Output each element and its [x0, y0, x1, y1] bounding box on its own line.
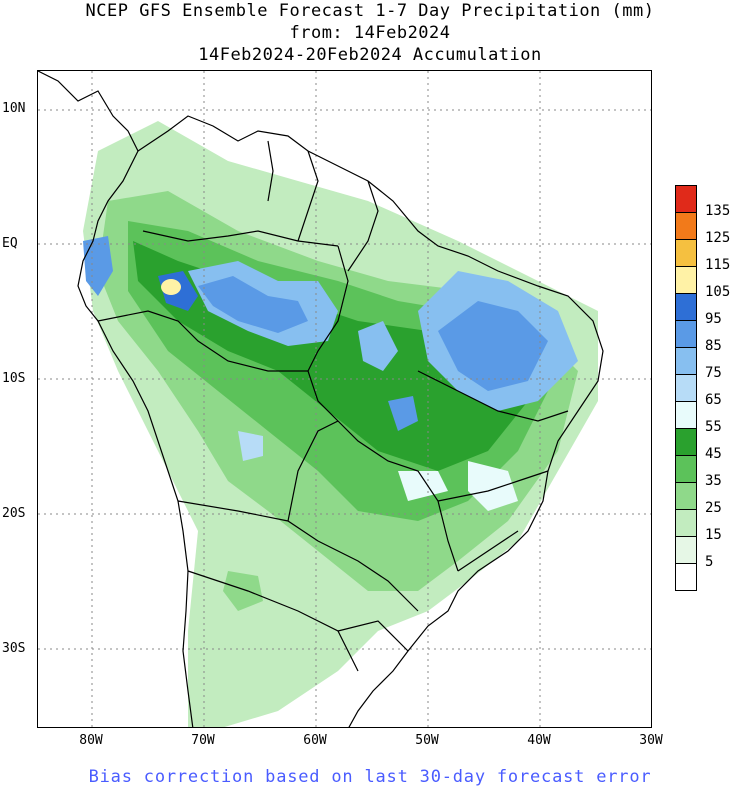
- lon-label-50w: 50W: [415, 733, 439, 748]
- legend-swatch: [675, 536, 697, 564]
- legend-swatch: [675, 563, 697, 591]
- legend-label: 5: [705, 554, 714, 570]
- legend-label: 35: [705, 473, 722, 489]
- legend-label: 105: [705, 284, 731, 300]
- lat-label-10n: 10N: [2, 101, 26, 116]
- legend-swatch: [675, 482, 697, 510]
- legend-label: 25: [705, 500, 722, 516]
- legend-swatch: [675, 374, 697, 402]
- precipitation-shading: [83, 121, 598, 727]
- legend-swatch: [675, 239, 697, 267]
- legend-label: 115: [705, 257, 731, 273]
- lon-label-40w: 40W: [527, 733, 551, 748]
- legend-swatch: [675, 428, 697, 456]
- legend-swatch: [675, 509, 697, 537]
- grid-lines: [38, 71, 651, 727]
- legend-swatch: [675, 401, 697, 429]
- legend-label: 135: [705, 203, 731, 219]
- legend-swatch: [675, 293, 697, 321]
- legend-label: 125: [705, 230, 731, 246]
- map-title: NCEP GFS Ensemble Forecast 1-7 Day Preci…: [85, 1, 655, 21]
- legend-label: 15: [705, 527, 722, 543]
- lat-label-30s: 30S: [2, 641, 26, 656]
- lon-label-80w: 80W: [79, 733, 103, 748]
- coastlines: [38, 71, 604, 727]
- lat-label-20s: 20S: [2, 506, 26, 521]
- legend-swatch: [675, 266, 697, 294]
- legend-swatch: [675, 320, 697, 348]
- lat-label-10s: 10S: [2, 371, 26, 386]
- bias-correction-note: Bias correction based on last 30-day for…: [88, 767, 652, 787]
- legend-swatch: [675, 455, 697, 483]
- legend-swatch: [675, 212, 697, 240]
- legend-label: 45: [705, 446, 722, 462]
- legend-label: 55: [705, 419, 722, 435]
- lat-label-eq: EQ: [2, 236, 18, 251]
- legend-label: 65: [705, 392, 722, 408]
- lon-label-60w: 60W: [303, 733, 327, 748]
- lon-label-30w: 30W: [639, 733, 663, 748]
- forecast-date: from: 14Feb2024: [289, 23, 451, 43]
- legend-label: 75: [705, 365, 722, 381]
- legend-label: 95: [705, 311, 722, 327]
- precipitation-map: [37, 70, 652, 728]
- legend-label: 85: [705, 338, 722, 354]
- lon-label-70w: 70W: [191, 733, 215, 748]
- legend-swatch: [675, 185, 697, 213]
- accumulation-period: 14Feb2024-20Feb2024 Accumulation: [198, 45, 542, 65]
- legend-swatch: [675, 347, 697, 375]
